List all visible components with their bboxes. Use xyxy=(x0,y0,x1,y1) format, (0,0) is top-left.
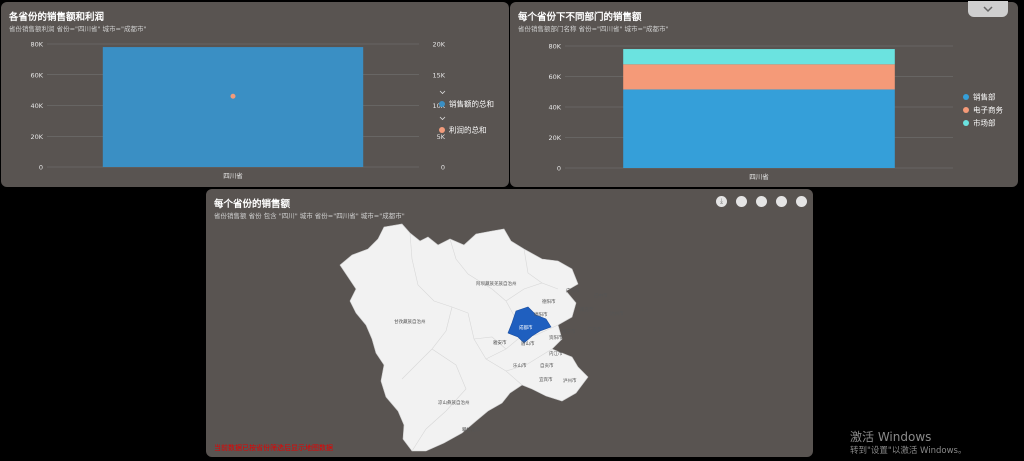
sichuan-map[interactable]: 阿坝藏族羌族自治州 甘孜藏族自治州 凉山彝族自治州 成都市 德阳市 绵阳市 广元… xyxy=(206,189,813,457)
city-label: 达州市 xyxy=(610,310,624,317)
legend-label: 市场部 xyxy=(973,118,996,128)
y-tick-label: 0 xyxy=(39,164,43,172)
y-tick-label: 0 xyxy=(557,165,561,173)
city-label: 阿坝藏族羌族自治州 xyxy=(476,280,517,287)
chengdu-highlight xyxy=(507,306,552,344)
y-tick-label: 80K xyxy=(548,43,561,51)
y-tick-label: 20K xyxy=(30,133,43,141)
bar xyxy=(623,49,895,65)
city-label: 德阳市 xyxy=(542,298,556,305)
legend-label: 销售部 xyxy=(973,92,996,102)
legend-label: 销售额的总和 xyxy=(449,99,494,109)
legend-label: 电子商务 xyxy=(973,105,1003,115)
city-label: 泸州市 xyxy=(563,377,577,384)
chart2-subtitle: 省份销售额部门名称 省份="四川省" 城市="成都市" xyxy=(518,25,669,33)
province-map-panel: 每个省份的销售额 省份销售额 省份 包含 "四川" 城市 省份="四川省" 城市… xyxy=(206,189,813,457)
city-label: 广安市 xyxy=(588,326,602,333)
city-label: 凉山彝族自治州 xyxy=(438,399,470,406)
y-tick-label: 20K xyxy=(548,134,561,142)
city-label: 巴中市 xyxy=(594,292,608,299)
city-label: 攀枝花市 xyxy=(462,426,480,433)
legend-marker xyxy=(963,94,969,100)
city-label: 眉山市 xyxy=(521,340,535,347)
collapse-button[interactable] xyxy=(968,1,1008,17)
y-tick-label: 40K xyxy=(30,102,43,110)
legend-chevron-icon xyxy=(439,90,446,95)
dept-sales-chart-panel: 每个省份下不同部门的销售额 省份销售额部门名称 省份="四川省" 城市="成都市… xyxy=(510,2,1018,187)
download-icon[interactable]: ⤓ xyxy=(716,196,727,207)
bar xyxy=(102,47,364,168)
filter-icon[interactable] xyxy=(736,196,747,207)
x-tick-label: 四川省 xyxy=(223,171,243,180)
y2-tick-label: 20K xyxy=(432,41,445,49)
y-tick-label: 40K xyxy=(548,104,561,112)
bar xyxy=(623,64,895,90)
city-label: 宜宾市 xyxy=(539,376,553,383)
y-tick-label: 60K xyxy=(30,71,43,79)
city-label: 甘孜藏族自治州 xyxy=(394,318,426,325)
chart2-title: 每个省份下不同部门的销售额 xyxy=(518,12,642,23)
chart1-subtitle: 省份销售额利润 省份="四川省" 城市="成都市" xyxy=(9,25,147,33)
city-label: 自贡市 xyxy=(540,362,554,369)
city-label: 成都市 xyxy=(519,324,533,331)
city-label: 资阳市 xyxy=(549,334,563,341)
legend-marker xyxy=(439,127,445,133)
legend-label: 利润的总和 xyxy=(449,125,487,135)
zoom-in-icon[interactable] xyxy=(756,196,767,207)
y2-tick-label: 15K xyxy=(432,71,445,79)
city-label: 乐山市 xyxy=(513,362,527,369)
map-subtitle: 省份销售额 省份 包含 "四川" 城市 省份="四川省" 城市="成都市" xyxy=(214,212,405,220)
legend-marker xyxy=(963,120,969,126)
city-label: 雅安市 xyxy=(493,339,507,346)
sales-profit-chart-panel: 各省份的销售额和利润 省份销售额利润 省份="四川省" 城市="成都市" 0 20… xyxy=(1,2,509,187)
y2-tick-label: 0 xyxy=(441,164,445,172)
city-label: 绵阳市 xyxy=(534,311,548,318)
legend-chevron-icon xyxy=(439,116,446,121)
y-tick-label: 60K xyxy=(548,73,561,81)
zoom-out-icon[interactable] xyxy=(776,196,787,207)
city-label: 广元市 xyxy=(566,287,580,294)
legend-marker xyxy=(963,107,969,113)
bar xyxy=(623,89,895,168)
chart1-title: 各省份的销售额和利润 xyxy=(9,12,105,23)
reset-icon[interactable] xyxy=(796,196,807,207)
city-label: 内江市 xyxy=(549,350,563,357)
city-label: 南充市 xyxy=(580,306,594,313)
y2-tick-label: 10K xyxy=(432,102,445,110)
x-tick-label: 四川省 xyxy=(749,172,769,181)
y-tick-label: 80K xyxy=(30,41,43,49)
map-footnote: 当前数据已按省份筛选后显示地图数据 xyxy=(214,444,333,452)
city-labels: 阿坝藏族羌族自治州 甘孜藏族自治州 凉山彝族自治州 成都市 德阳市 绵阳市 广元… xyxy=(394,280,624,433)
sichuan-outline xyxy=(339,223,589,452)
profit-point xyxy=(230,93,236,99)
city-label: 遂宁市 xyxy=(562,328,576,335)
chevron-down-icon xyxy=(983,6,993,13)
legend-marker xyxy=(439,101,445,107)
map-title: 每个省份的销售额 xyxy=(214,199,291,210)
y2-tick-label: 5K xyxy=(437,133,446,141)
windows-watermark-line1: 激活 Windows xyxy=(850,430,932,444)
windows-watermark-line2: 转到"设置"以激活 Windows。 xyxy=(850,446,967,456)
city-borders xyxy=(401,232,559,452)
